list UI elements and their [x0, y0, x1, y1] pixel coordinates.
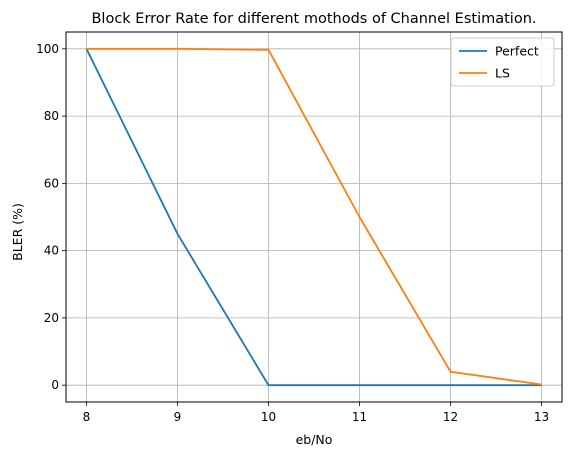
legend: Perfect LS — [450, 37, 555, 87]
legend-label: LS — [495, 66, 510, 81]
x-tick-label: 9 — [174, 410, 182, 424]
x-tick-label: 12 — [443, 410, 458, 424]
plot-area-frame — [65, 31, 563, 403]
y-tick-label: 0 — [51, 378, 59, 392]
y-axis-ticks: 0 20 40 60 80 100 — [36, 42, 66, 392]
x-tick-label: 8 — [83, 410, 91, 424]
x-axis-label: eb/No — [296, 432, 333, 447]
x-tick-label: 13 — [534, 410, 549, 424]
series-line-ls — [86, 47, 542, 386]
y-tick-label: 20 — [44, 311, 59, 325]
series-lines — [85, 47, 542, 387]
grid-lines — [66, 32, 562, 402]
series-line-perfect — [85, 48, 542, 387]
x-tick-label: 10 — [261, 410, 276, 424]
y-tick-label: 60 — [44, 176, 59, 190]
y-tick-label: 100 — [36, 42, 59, 56]
y-tick-label: 80 — [44, 109, 59, 123]
y-axis-label: BLER (%) — [10, 203, 25, 261]
chart-title: Block Error Rate for different mothods o… — [91, 11, 536, 27]
legend-label: Perfect — [495, 44, 539, 59]
x-axis-ticks: 8 9 10 11 12 13 — [83, 402, 549, 424]
legend-box — [450, 37, 555, 87]
x-tick-label: 11 — [352, 410, 367, 424]
y-tick-label: 40 — [44, 244, 59, 258]
